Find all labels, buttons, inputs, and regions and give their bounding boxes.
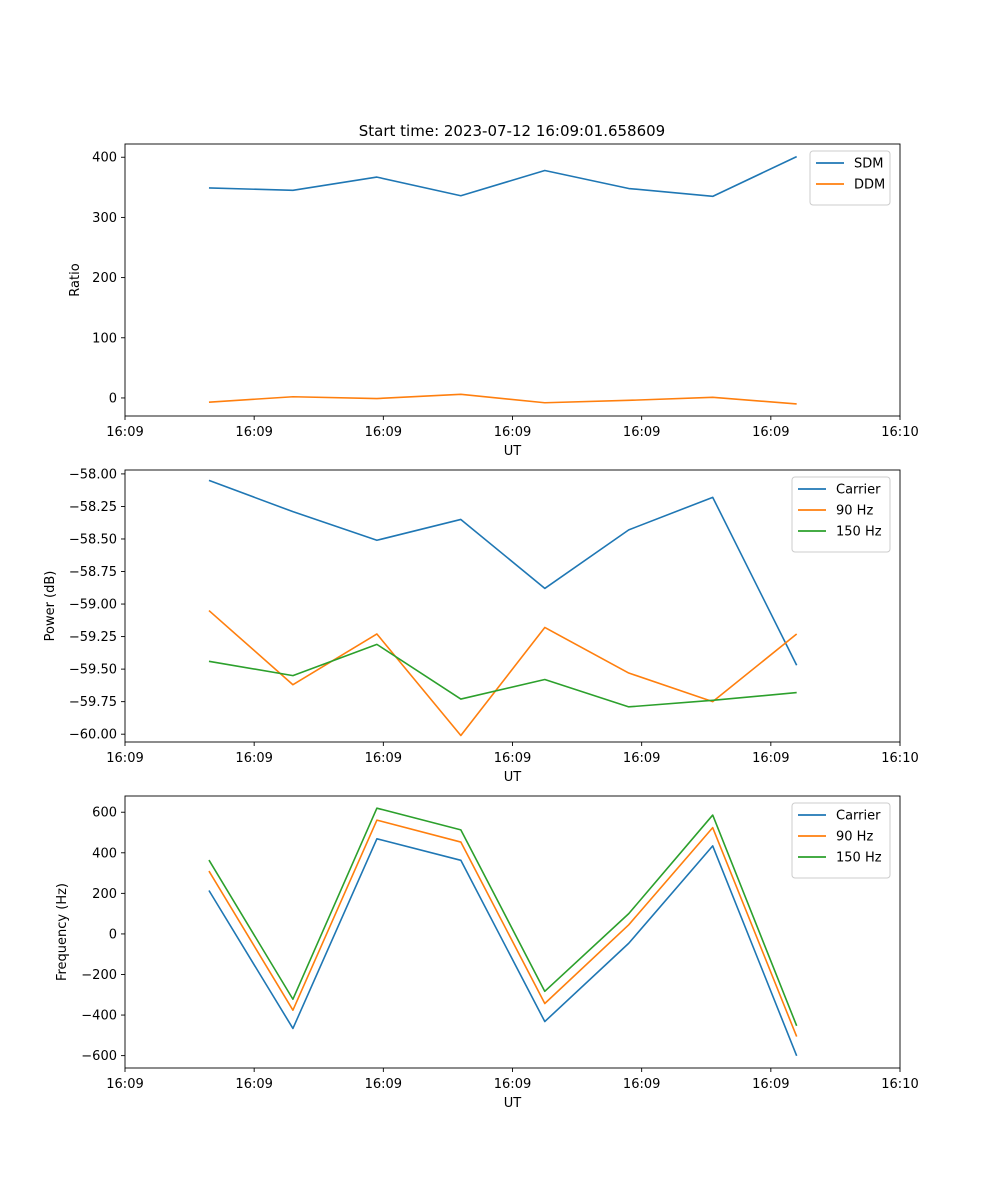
y-tick-label: −600: [81, 1049, 117, 1064]
y-tick-label: −59.25: [69, 630, 117, 645]
y-axis-label: Frequency (Hz): [55, 883, 70, 981]
x-tick-label: 16:09: [365, 751, 402, 766]
x-tick-label: 16:10: [881, 1077, 918, 1092]
x-tick-label: 16:09: [752, 425, 789, 440]
series-line-carrier: [208, 837, 798, 1057]
legend: Carrier 90 Hz 150 Hz: [791, 802, 891, 879]
legend-label-150-hz: 150 Hz: [836, 525, 882, 540]
x-tick-label: 16:09: [494, 425, 531, 440]
x-axis-label: UT: [504, 770, 522, 785]
x-tick-label: 16:09: [106, 1077, 143, 1092]
legend-box: [791, 476, 891, 553]
y-axis-label: Power (dB): [43, 571, 58, 642]
x-tick-label: 16:09: [752, 1077, 789, 1092]
axes-frame: [124, 795, 901, 1069]
y-tick-label: −58.00: [69, 467, 117, 482]
y-tick-label: −59.50: [69, 663, 117, 678]
legend: Carrier 90 Hz 150 Hz: [791, 476, 891, 553]
series-line-carrier: [208, 479, 798, 666]
x-tick-label: 16:09: [494, 1077, 531, 1092]
y-tick-label: 100: [92, 331, 117, 346]
series-line-150-hz: [208, 643, 797, 708]
y-axis-label: Ratio: [68, 263, 83, 296]
chart-title: Start time: 2023-07-12 16:09:01.658609: [359, 122, 665, 140]
y-tick-label: −200: [81, 968, 117, 983]
y-tick-label: −400: [81, 1009, 117, 1024]
x-tick-label: 16:09: [623, 1077, 660, 1092]
y-tick-label: −58.50: [69, 532, 117, 547]
x-axis-label: UT: [504, 444, 522, 459]
power-panel: 16:09 16:09 16:09 16:09 16:09 16:09 16:10 −58.0…: [43, 467, 919, 785]
legend: SDM DDM: [809, 150, 891, 206]
x-tick-label: 16:09: [623, 425, 660, 440]
y-tick-label: −58.25: [69, 500, 117, 515]
series-line-ddm: [208, 393, 797, 405]
x-tick-label: 16:09: [106, 425, 143, 440]
y-tick-label: 0: [109, 391, 117, 406]
x-tick-label: 16:09: [235, 425, 272, 440]
legend-label-carrier: Carrier: [836, 809, 881, 824]
x-tick-label: 16:09: [235, 1077, 272, 1092]
series-line-90-hz: [208, 819, 798, 1037]
y-tick-label: −59.00: [69, 598, 117, 613]
y-tick-label: 400: [92, 846, 117, 861]
y-tick-label: 0: [109, 927, 117, 942]
legend-box: [809, 150, 891, 206]
x-tick-label: 16:09: [365, 1077, 402, 1092]
legend-label-90-hz: 90 Hz: [836, 504, 873, 519]
y-tick-label: 300: [92, 211, 117, 226]
y-tick-label: 200: [92, 887, 117, 902]
x-tick-label: 16:09: [752, 751, 789, 766]
x-tick-label: 16:10: [881, 425, 918, 440]
y-tick-label: −59.75: [69, 695, 117, 710]
x-tick-label: 16:09: [106, 751, 143, 766]
frequency-panel: 16:09 16:09 16:09 16:09 16:09 16:09 16:10 600 40…: [55, 795, 919, 1111]
legend-box: [791, 802, 891, 879]
x-tick-label: 16:09: [623, 751, 660, 766]
legend-label-90-hz: 90 Hz: [836, 830, 873, 845]
axes-frame: [124, 469, 901, 743]
series-line-sdm: [208, 155, 798, 198]
x-axis-label: UT: [504, 1096, 522, 1111]
legend-label-150-hz: 150 Hz: [836, 851, 882, 866]
series-line-150-hz: [208, 807, 798, 1027]
y-tick-label: 400: [92, 151, 117, 166]
y-tick-label: 200: [92, 271, 117, 286]
x-tick-label: 16:09: [235, 751, 272, 766]
y-tick-label: −58.75: [69, 565, 117, 580]
y-tick-label: −60.00: [69, 728, 117, 743]
legend-label-ddm: DDM: [854, 178, 885, 193]
x-tick-label: 16:09: [494, 751, 531, 766]
ratio-panel: 16:09 16:09 16:09 16:09 16:09 16:09 16:10 0 100 2…: [68, 143, 919, 459]
series-line-90-hz: [208, 609, 798, 737]
x-tick-label: 16:10: [881, 751, 918, 766]
axes-frame: [124, 143, 901, 417]
y-tick-label: 600: [92, 806, 117, 821]
x-tick-label: 16:09: [365, 425, 402, 440]
legend-label-carrier: Carrier: [836, 483, 881, 498]
legend-label-sdm: SDM: [854, 157, 883, 172]
